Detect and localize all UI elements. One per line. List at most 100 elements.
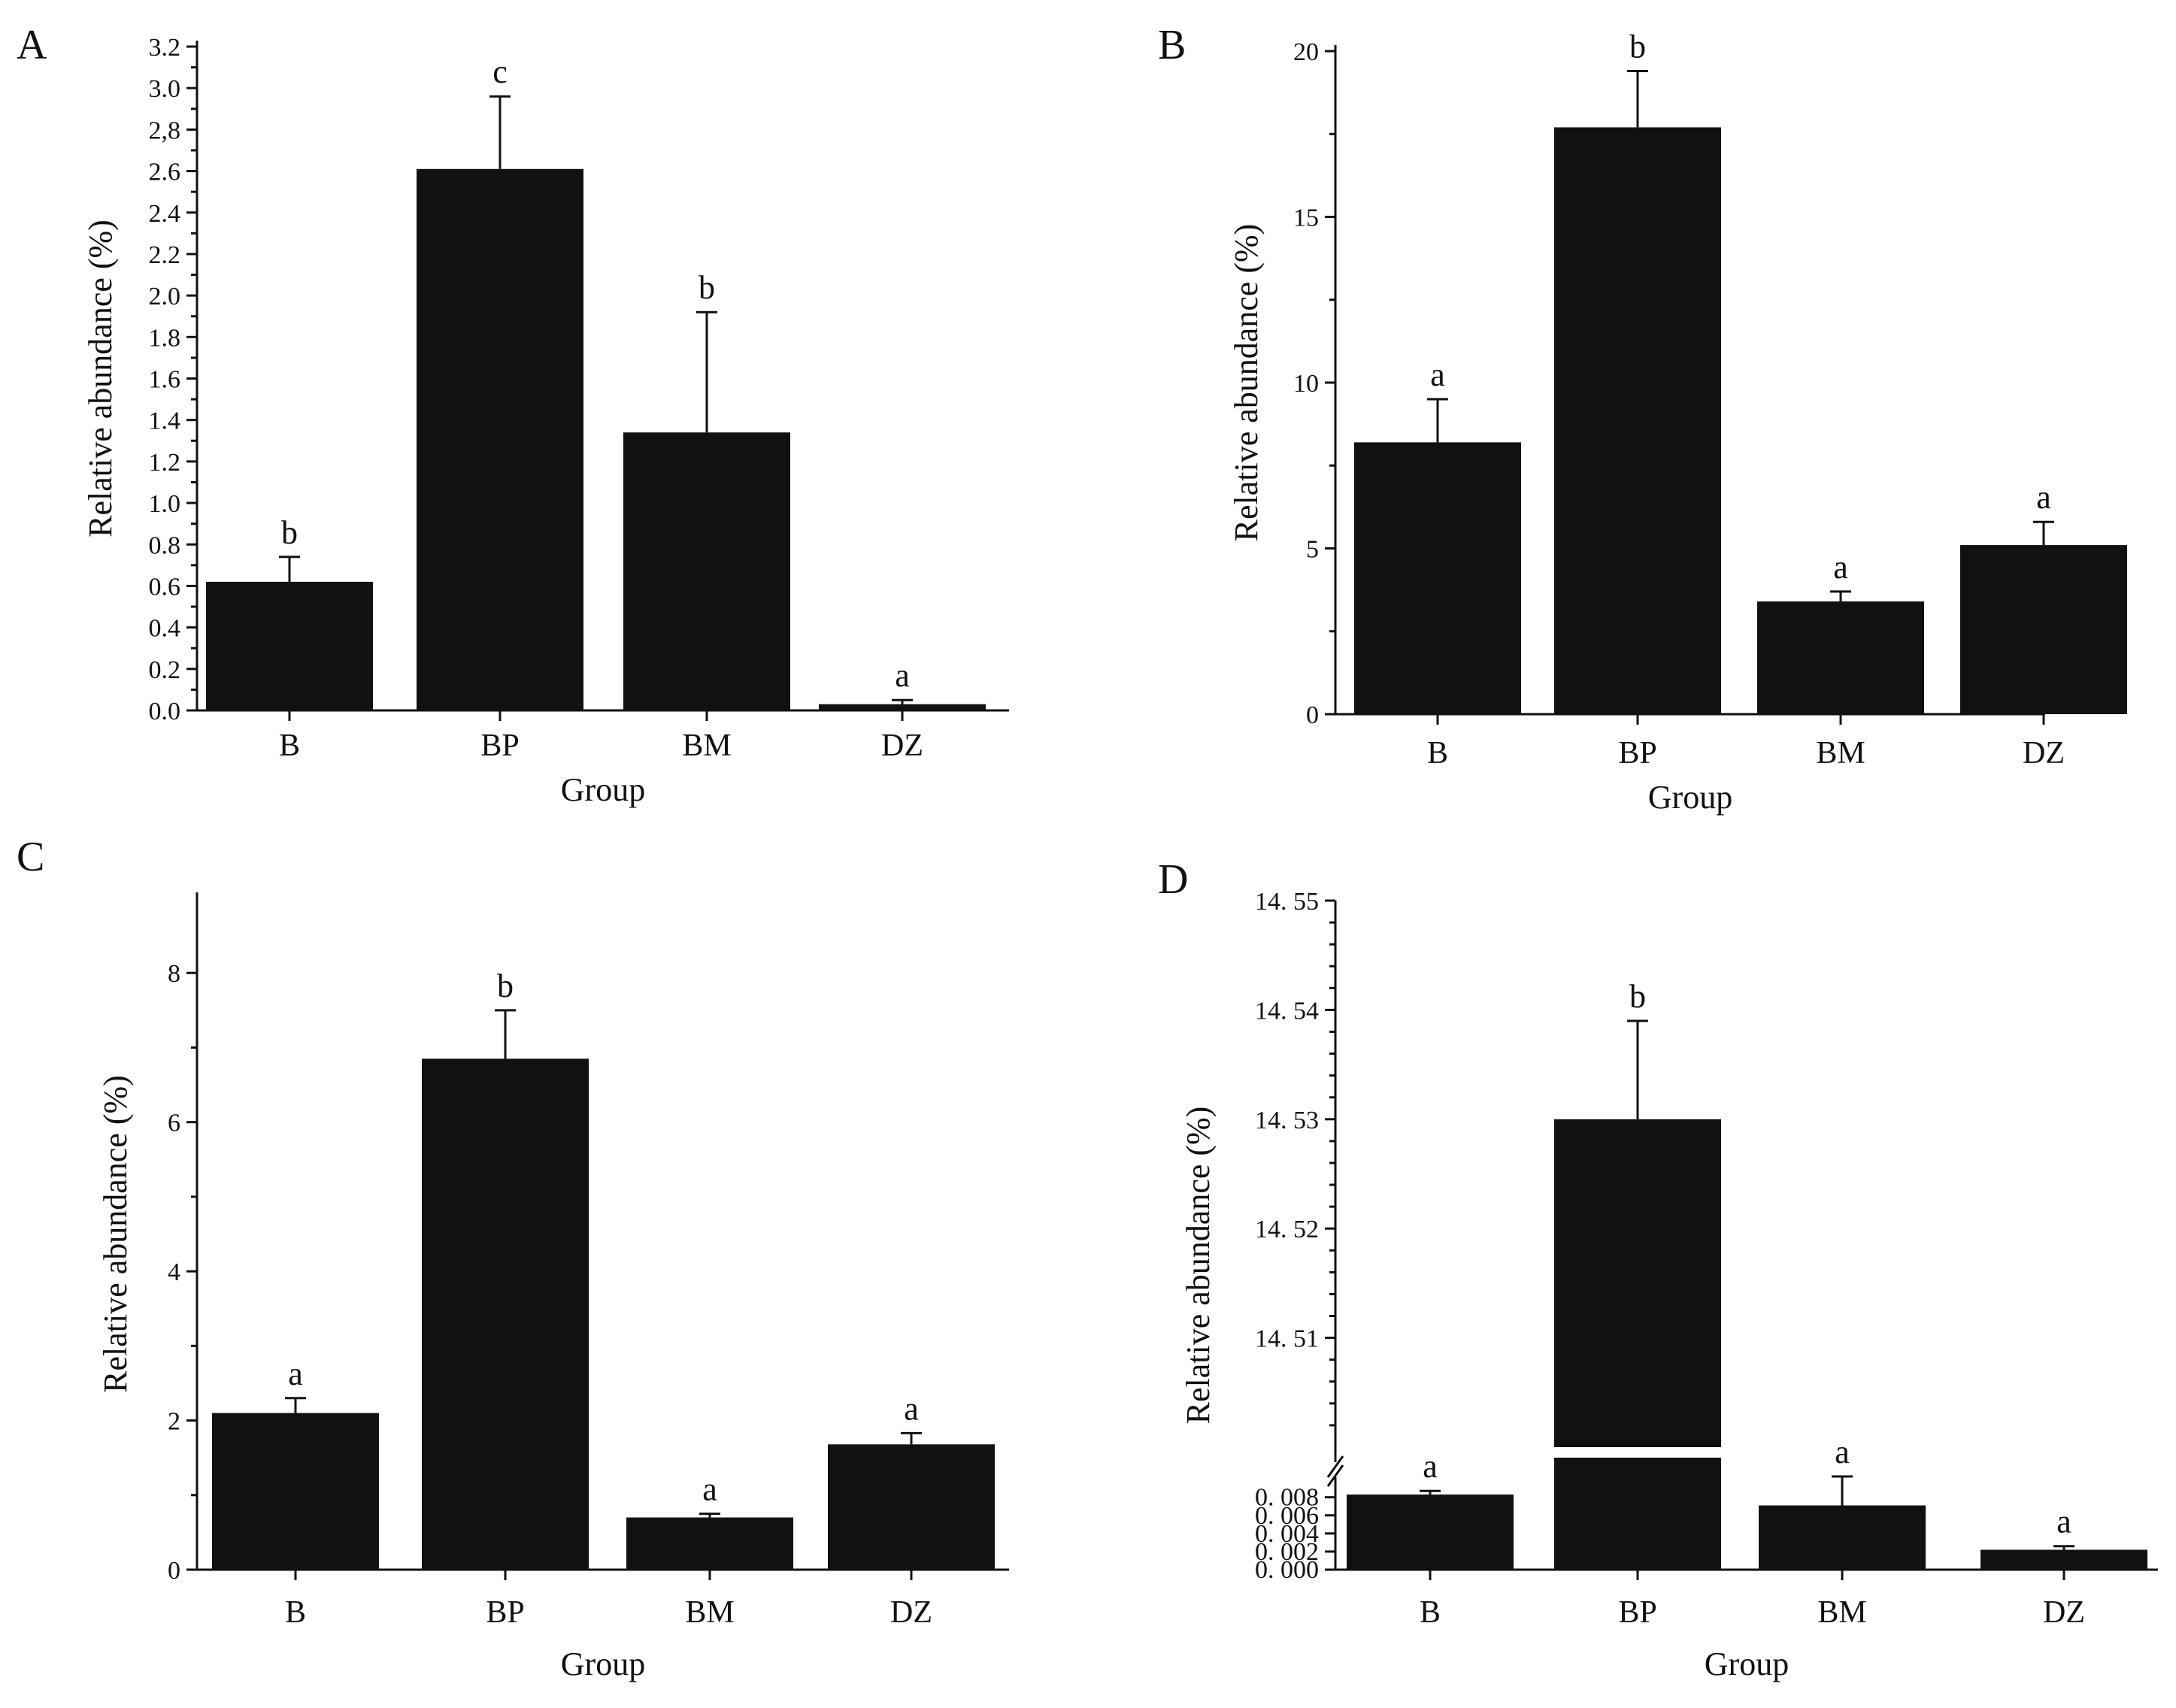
significance-letter: b <box>1629 978 1646 1015</box>
bar-bp <box>417 168 583 711</box>
x-tick-label: B <box>285 1595 306 1630</box>
axis-break-mark <box>1326 1455 1344 1478</box>
significance-letter: b <box>281 514 298 551</box>
x-tick-label: BP <box>1618 736 1656 771</box>
y-tick-label: 4 <box>168 1258 180 1286</box>
y-tick-label: 0 <box>1306 701 1319 729</box>
y-tick-label: 10 <box>1293 370 1319 398</box>
y-tick-label: 0.6 <box>149 573 181 601</box>
x-tick-label: BP <box>1618 1595 1656 1630</box>
x-tick-label: BM <box>682 728 731 763</box>
y-tick-label: 14. 55 <box>1255 888 1319 916</box>
y-tick-label: 2.2 <box>149 241 181 269</box>
x-tick-label: BM <box>1816 736 1865 771</box>
y-tick-label: 0.2 <box>149 656 181 684</box>
y-axis-title: Relative abundance (%) <box>97 1075 134 1393</box>
y-tick-label: 14. 54 <box>1255 997 1319 1025</box>
significance-letter: a <box>895 657 910 694</box>
y-tick-label: 1.2 <box>149 449 181 477</box>
y-tick-label: 14. 53 <box>1255 1107 1319 1134</box>
bar-dz <box>1981 1549 2147 1570</box>
y-tick-label: 2,8 <box>149 117 181 144</box>
bar-bp <box>1554 127 1721 714</box>
y-axis-title: Relative abundance (%) <box>82 220 119 538</box>
x-axis-title: Group <box>561 771 645 808</box>
y-axis-title: Relative abundance (%) <box>1180 1107 1217 1425</box>
y-tick-label: 2.6 <box>149 159 181 186</box>
bar-dz <box>819 704 986 710</box>
x-tick-label: B <box>1420 1595 1441 1630</box>
y-tick-label: 1.6 <box>149 366 181 394</box>
chart-panel-a: A 0.0 0.2 0.4 0.6 0.8 1.0 1.2 1.4 1.6 1.8 2.0 2.2 2.4… <box>17 22 1009 808</box>
bar-bp-upper <box>1554 1119 1721 1447</box>
x-tick-label: DZ <box>2023 736 2065 771</box>
x-tick-label: BP <box>480 728 519 763</box>
bar-bm <box>626 1517 793 1570</box>
chart-panel-b: B 0 5 10 15 20 a Bb BP a BM a DZ Group Relative abunda… <box>1158 22 2127 816</box>
significance-letter: a <box>2036 479 2051 516</box>
x-tick-label: BM <box>1817 1595 1866 1630</box>
bar-bm <box>1759 1505 1926 1570</box>
bar-b <box>1354 442 1521 714</box>
x-axis-title: Group <box>1705 1646 1789 1682</box>
y-tick-label: 0. 006 <box>1255 1502 1319 1530</box>
x-tick-label: B <box>279 728 300 763</box>
significance-letter: a <box>1423 1448 1438 1485</box>
y-tick-label: 0.0 <box>149 698 181 725</box>
y-tick-label: 0 <box>168 1557 180 1585</box>
y-tick-label: 0. 002 <box>1255 1538 1319 1566</box>
significance-letter: c <box>492 53 508 90</box>
panel-letter: C <box>17 834 44 880</box>
significance-letter: b <box>699 269 715 306</box>
y-tick-label: 0.4 <box>149 615 181 643</box>
significance-letter: a <box>1835 1434 1850 1470</box>
significance-letter: a <box>904 1390 919 1427</box>
y-tick-label: 1.0 <box>149 490 181 518</box>
y-tick-label: 14. 52 <box>1255 1216 1319 1243</box>
significance-letter: b <box>1629 28 1646 65</box>
y-tick-label: 1.8 <box>149 324 181 352</box>
y-tick-label: 20 <box>1293 38 1319 66</box>
y-axis-title: Relative abundance (%) <box>1228 224 1265 542</box>
y-tick-label: 3.0 <box>149 75 181 103</box>
y-tick-label: 8 <box>168 960 180 988</box>
bar-b <box>212 1413 379 1570</box>
y-tick-label: 14. 51 <box>1255 1325 1319 1353</box>
x-tick-label: BP <box>486 1595 524 1630</box>
x-axis-title: Group <box>1648 779 1732 816</box>
x-tick-label: DZ <box>2043 1595 2085 1630</box>
y-tick-label: 15 <box>1293 204 1319 232</box>
panel-letter: B <box>1158 22 1186 68</box>
y-tick-label: 2.0 <box>149 283 181 310</box>
x-tick-label: B <box>1427 736 1448 771</box>
axis-break-mark <box>1326 1464 1344 1487</box>
bar-bp-lower <box>1554 1458 1721 1570</box>
significance-letter: a <box>1430 356 1445 393</box>
significance-letter: a <box>1833 549 1848 586</box>
x-tick-label: DZ <box>881 728 923 763</box>
bar-bm <box>1757 601 1924 714</box>
y-tick-label: 6 <box>168 1110 180 1137</box>
bar-b <box>1347 1494 1514 1570</box>
y-tick-label: 2 <box>168 1408 180 1436</box>
chart-panel-c: C 0 2 4 6 8 a Bb BP a BM a DZ Group Relative abundance… <box>17 834 1009 1682</box>
panel-letter: D <box>1158 856 1188 903</box>
y-tick-label: 0. 008 <box>1255 1484 1319 1512</box>
y-tick-label: 0. 000 <box>1255 1556 1319 1584</box>
significance-letter: a <box>2056 1504 2071 1540</box>
bar-bm <box>623 432 790 710</box>
y-tick-label: 2.4 <box>149 200 181 228</box>
x-tick-label: DZ <box>890 1595 932 1630</box>
panel-letter: A <box>17 22 47 68</box>
bar-bp <box>422 1058 589 1570</box>
significance-letter: a <box>288 1355 303 1392</box>
bar-dz <box>1960 545 2127 714</box>
y-tick-label: 5 <box>1306 536 1319 564</box>
x-tick-label: BM <box>685 1595 734 1630</box>
x-axis-title: Group <box>561 1646 645 1682</box>
y-tick-label: 0.8 <box>149 531 181 559</box>
significance-letter: a <box>702 1471 717 1508</box>
bar-b <box>206 581 373 710</box>
